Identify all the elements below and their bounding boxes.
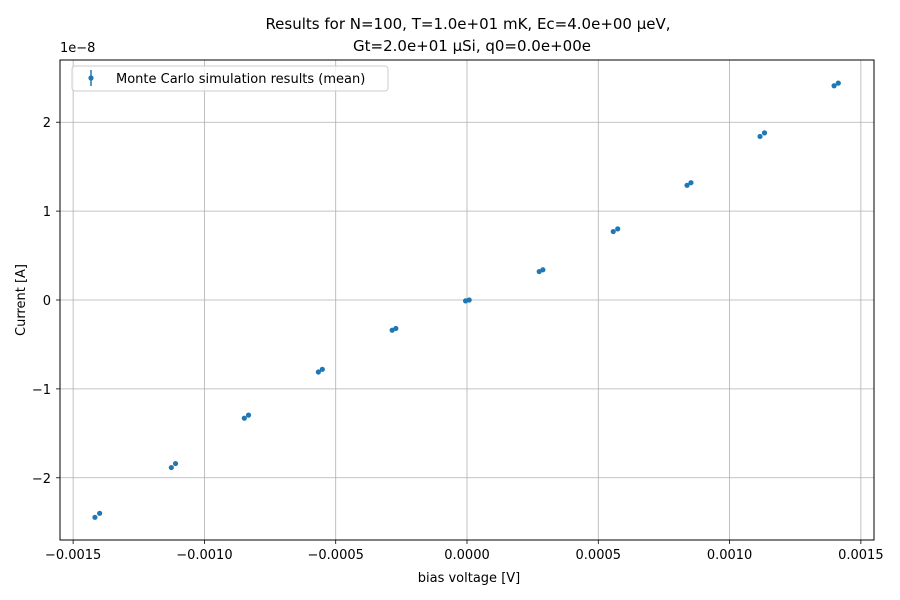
axis-ticks: −0.0015 −0.0010 −0.0005 0.0000 0.0005 0.0010 0… (32, 116, 884, 563)
x-axis-label: bias voltage [V] (418, 571, 520, 586)
x-tick-label: 0.0005 (576, 548, 622, 563)
data-point (97, 510, 103, 516)
x-tick-label: −0.0010 (176, 548, 232, 563)
y-tick-label: 0 (43, 294, 51, 309)
data-point (172, 460, 179, 467)
x-tick-label: 0.0000 (444, 548, 490, 563)
data-point (315, 369, 321, 375)
data-point (615, 226, 621, 232)
grid-lines (60, 60, 874, 540)
y-tick-label: 1 (43, 205, 51, 220)
data-point (757, 133, 763, 140)
y-offset-label: 1e−8 (60, 41, 95, 56)
x-tick-label: 0.0015 (838, 548, 884, 563)
data-point (241, 415, 247, 421)
x-tick-label: 0.0010 (707, 548, 753, 563)
data-point (393, 325, 399, 332)
y-axis-label: Current [A] (14, 264, 29, 336)
y-tick-label: −1 (32, 383, 51, 398)
data-point (831, 83, 837, 89)
chart-title-line-1: Results for N=100, T=1.0e+01 mK, Ec=4.0e… (265, 15, 670, 33)
x-tick-label: −0.0015 (45, 548, 101, 563)
data-points (92, 80, 841, 520)
legend-point-marker (88, 75, 94, 81)
y-tick-label: 2 (43, 116, 51, 131)
data-point (540, 267, 546, 273)
legend-label: Monte Carlo simulation results (mean) (116, 72, 365, 87)
y-tick-label: −2 (32, 472, 51, 487)
data-point (245, 412, 252, 418)
data-point (168, 464, 174, 471)
data-point (610, 228, 616, 235)
chart-title-line-2: Gt=2.0e+01 μSi, q0=0.0e+00e (353, 37, 591, 55)
x-tick-label: −0.0005 (308, 548, 364, 563)
data-point (466, 297, 472, 303)
data-point (761, 130, 768, 136)
legend-box (71, 65, 389, 92)
data-point (835, 80, 841, 86)
data-point (92, 514, 98, 520)
data-point (319, 366, 325, 372)
data-point (684, 182, 690, 188)
data-point (688, 180, 694, 186)
legend: Monte Carlo simulation results (mean) (71, 65, 389, 92)
